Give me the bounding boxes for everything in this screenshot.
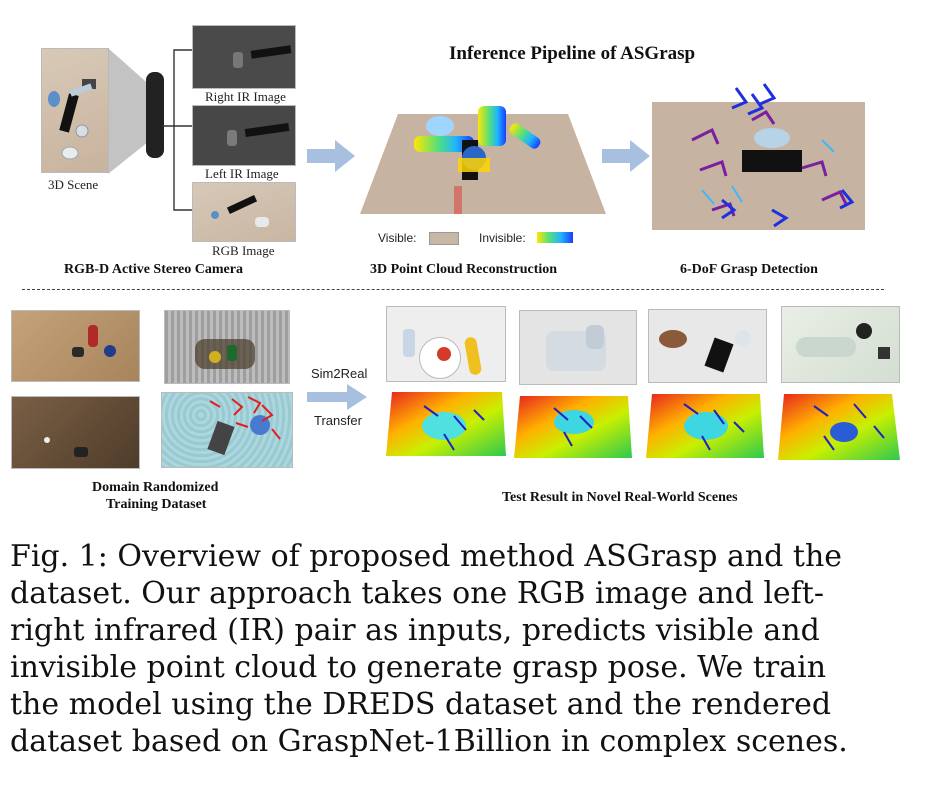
- heatmap-1: [386, 392, 506, 456]
- test-result-heatmaps: [386, 392, 900, 460]
- test-result-title: Test Result in Novel Real-World Scenes: [502, 490, 738, 505]
- scene-photo: [41, 48, 109, 173]
- reconstruction-title: 3D Point Cloud Reconstruction: [370, 262, 558, 277]
- caption-line: right infrared (IR) pair as inputs, pred…: [10, 613, 820, 648]
- rgb-image: [192, 182, 296, 242]
- right-ir-image: [192, 25, 296, 89]
- point-cloud-reconstruction: [360, 106, 606, 214]
- camera-connector-arrows: [162, 46, 196, 214]
- training-scene-2: [164, 310, 290, 384]
- training-scene-1: [11, 310, 140, 382]
- training-scene-4: [161, 392, 293, 468]
- sim2real-arrow: [307, 384, 367, 410]
- caption-line: invisible point cloud to generate grasp …: [10, 650, 827, 685]
- real-scene-1: [386, 306, 506, 382]
- grasp-title: 6-DoF Grasp Detection: [680, 262, 818, 277]
- legend-visible-label: Visible:: [378, 231, 417, 245]
- scene-objects-illustration: [48, 79, 96, 160]
- heatmap-4: [778, 394, 900, 460]
- heatmap-2: [514, 396, 632, 458]
- training-title-line1: Domain Randomized: [92, 480, 219, 495]
- transfer-label: Transfer: [314, 413, 362, 428]
- flow-arrow-2: [602, 140, 650, 172]
- stereo-camera-icon: [146, 72, 164, 158]
- caption-line: dataset. Our approach takes one RGB imag…: [10, 576, 824, 611]
- training-grasp-overlay: [207, 396, 281, 456]
- caption-line: dataset based on GraspNet-1Billion in co…: [10, 724, 848, 759]
- training-scene-3: [11, 396, 140, 469]
- left-ir-label: Left IR Image: [205, 166, 279, 181]
- real-scene-2: [519, 310, 637, 385]
- real-scene-3: [648, 309, 767, 383]
- camera-projection-cone: [108, 48, 153, 174]
- scene-label: 3D Scene: [48, 177, 99, 192]
- caption-line: Fig. 1: Overview of proposed method ASGr…: [10, 539, 843, 574]
- training-title-line2: Training Dataset: [106, 497, 207, 512]
- real-scene-4: [781, 306, 900, 383]
- legend-visible-swatch: [429, 232, 459, 245]
- camera-title: RGB-D Active Stereo Camera: [64, 262, 243, 277]
- rgb-label: RGB Image: [212, 243, 275, 258]
- figure-caption: Fig. 1: Overview of proposed method ASGr…: [10, 538, 910, 760]
- legend-invisible-swatch: [537, 232, 573, 243]
- grasp-detection-view: [652, 83, 865, 230]
- sim2real-label: Sim2Real: [311, 366, 368, 381]
- legend-invisible-label: Invisible:: [479, 231, 526, 245]
- left-ir-image: [192, 105, 296, 166]
- pipeline-title: Inference Pipeline of ASGrasp: [449, 43, 696, 64]
- section-divider: [22, 289, 884, 290]
- right-ir-label: Right IR Image: [205, 89, 286, 104]
- heatmap-3: [646, 394, 764, 458]
- flow-arrow-1: [307, 140, 355, 172]
- caption-line: the model using the DREDS dataset and th…: [10, 687, 832, 722]
